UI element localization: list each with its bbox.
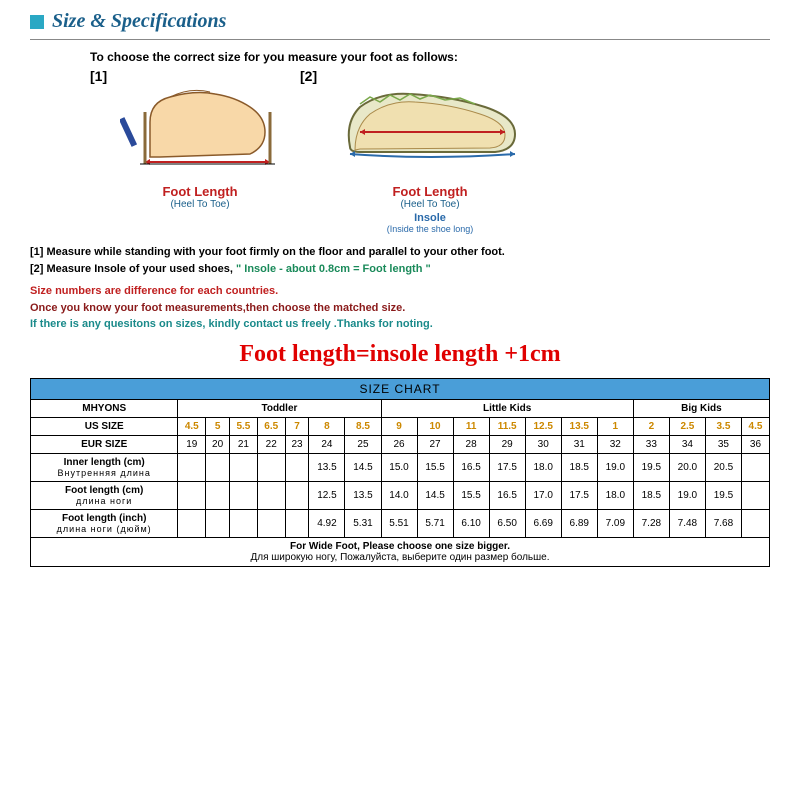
note-2: [2] Measure Insole of your used shoes, "… <box>30 261 770 278</box>
formula-text: Foot length=insole length +1cm <box>30 341 770 368</box>
insole-label: Insole <box>414 212 446 224</box>
chart-title: SIZE CHART <box>31 378 770 399</box>
diagram-2: [2] Foot Length (Heel To Toe) Insole <box>330 72 530 234</box>
note-3: Size numbers are difference for each cou… <box>30 283 770 300</box>
note-4: Once you know your foot measurements,the… <box>30 300 770 317</box>
foot-inch-row: Foot length (inch)длина ноги (дюйм) 4.92… <box>31 509 770 537</box>
notes-block: [1] Measure while standing with your foo… <box>30 244 770 333</box>
note-5: If there is any quesitons on sizes, kind… <box>30 316 770 333</box>
group-little: Little Kids <box>381 399 633 417</box>
diagram-1-caption: Foot Length <box>162 184 237 199</box>
diagram-2-label: [2] <box>300 68 317 84</box>
divider <box>30 39 770 40</box>
us-size-row: US SIZE 4.5 5 5.5 6.5 7 8 8.5 9 10 11 11… <box>31 417 770 435</box>
group-toddler: Toddler <box>178 399 381 417</box>
size-chart: SIZE CHART MHYONS Toddler Little Kids Bi… <box>30 378 770 567</box>
title-row: Size & Specifications <box>30 10 770 33</box>
instruction-text: To choose the correct size for you measu… <box>90 50 770 64</box>
inner-length-row: Inner length (cm)Внутренняя длина 13.514… <box>31 453 770 481</box>
diagram-1-subcaption: (Heel To Toe) <box>170 199 229 210</box>
note-1: [1] Measure while standing with your foo… <box>30 244 770 261</box>
foot-diagram-icon <box>120 72 280 182</box>
foot-cm-row: Foot length (cm)длина ноги 12.513.514.01… <box>31 481 770 509</box>
title-bullet <box>30 15 44 29</box>
diagram-2-subcaption: (Heel To Toe) <box>400 199 459 210</box>
brand-cell: MHYONS <box>31 399 178 417</box>
page-title: Size & Specifications <box>52 10 226 33</box>
shoe-diagram-icon <box>330 72 530 182</box>
diagram-1: [1] Foot Length (Heel To Toe) <box>120 72 280 234</box>
insole-sublabel: (Inside the shoe long) <box>387 224 474 234</box>
eur-size-row: EUR SIZE 19 20 21 22 23 24 25 26 27 28 2… <box>31 435 770 453</box>
group-big: Big Kids <box>633 399 769 417</box>
diagram-1-label: [1] <box>90 68 107 84</box>
chart-footer: For Wide Foot, Please choose one size bi… <box>31 537 770 566</box>
diagram-row: [1] Foot Length (Heel To Toe) [2] <box>120 72 770 234</box>
diagram-2-caption: Foot Length <box>392 184 467 199</box>
